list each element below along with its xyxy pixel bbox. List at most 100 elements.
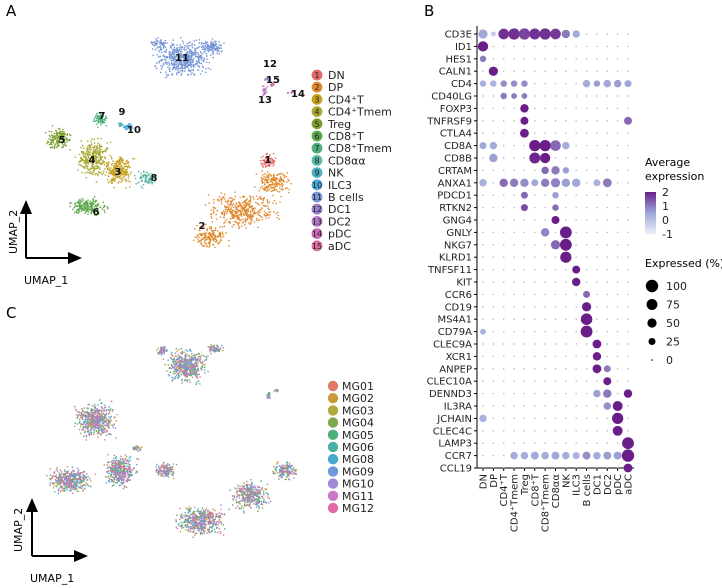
legend-c-label-MG05: MG05 <box>342 429 374 442</box>
panel-c-umap: UMAP_1 UMAP_2 MG01MG02MG03MG04MG05MG06MG… <box>12 344 374 585</box>
legend-a-swatch-6 <box>311 130 323 142</box>
panel-label-a: A <box>6 2 17 20</box>
dot-ANXA1-CD4⁺Tmem <box>509 178 519 188</box>
dot-CCL19-aDC <box>623 463 633 473</box>
dot-CCR7-CD8αα <box>551 451 560 460</box>
umap-a-ylabel: UMAP_2 <box>7 210 20 254</box>
legend-a-label-12: DC1 <box>328 203 351 216</box>
dotplot-cluster-label-13: pDC <box>613 474 624 495</box>
legend-a-number-14: 14 <box>312 230 322 239</box>
dotplot-gene-label-XCR1: XCR1 <box>446 352 472 363</box>
dot-CD8B-CD8⁺T <box>529 152 541 164</box>
legend-a-label-1: DN <box>328 69 345 82</box>
umap-a-blob-11-1 <box>200 38 225 56</box>
dot-CD3E-Treg <box>518 28 531 40</box>
dotplot-gene-label-KLRD1: KLRD1 <box>439 253 472 264</box>
legend-c-label-MG11: MG11 <box>342 490 374 503</box>
size-legend-label-1: 75 <box>666 299 680 312</box>
legend-a-label-7: CD8⁺Tmem <box>328 142 392 155</box>
legend-a-number-15: 15 <box>312 242 322 251</box>
dot-CLEC10A-DC2 <box>603 377 612 386</box>
dot-CD4-Treg <box>521 80 528 87</box>
dot-IL3RA-DC2 <box>603 402 612 410</box>
umap-a-label-15: 15 <box>266 75 280 86</box>
dot-CD4-aDC <box>624 80 632 88</box>
legend-c-swatch-MG05 <box>327 429 339 440</box>
dot-CD8A-CD8αα <box>550 140 561 151</box>
dotplot-gene-label-CD40LG: CD40LG <box>431 92 472 103</box>
umap-a-label-2: 2 <box>199 221 206 232</box>
umap-a-label-7: 7 <box>99 111 106 122</box>
dot-CCR7-NK <box>562 451 570 460</box>
umap-c-points-MG09 <box>55 344 297 534</box>
dot-CRTAM-CD8αα <box>551 166 560 175</box>
legend-c-swatch-MG02 <box>327 393 339 404</box>
legend-a-number-8: 8 <box>314 156 319 165</box>
dot-CCR7-DC1 <box>593 451 601 460</box>
dot-GNG4-CD8αα <box>551 216 560 224</box>
dot-CD4-pDC <box>613 79 622 88</box>
dot-ANXA1-CD8αα <box>550 178 561 188</box>
dot-CCR7-B cells <box>582 451 591 460</box>
legend-a-number-3: 3 <box>314 95 319 104</box>
dotplot-cluster-label-5: CD8⁺T <box>530 473 541 506</box>
dotplot-gene-label-CD4: CD4 <box>451 79 472 90</box>
legend-a-label-11: B cells <box>328 191 364 204</box>
panel-label-c: C <box>6 304 16 322</box>
dot-CD8A-CD8⁺Tmem <box>539 139 551 152</box>
dotplot-gene-label-TNFSF11: TNFSF11 <box>427 265 472 276</box>
dot-CD79A-DN <box>480 328 486 335</box>
umap-a-blob-2-4 <box>254 170 292 198</box>
dotplot-gene-label-CD3E: CD3E <box>445 30 472 41</box>
size-legend-label-4: 0 <box>666 354 673 367</box>
color-legend-title-2: expression <box>645 170 704 183</box>
dot-ANXA1-CD8⁺T <box>531 179 539 187</box>
dot-GNLY-CD8⁺Tmem <box>540 228 550 237</box>
dot-CD79A-B cells <box>580 325 593 338</box>
legend-c-label-MG03: MG03 <box>342 404 374 417</box>
umap-a-label-13: 13 <box>258 95 272 106</box>
legend-a-swatch-4 <box>311 106 323 117</box>
legend-c-swatch-MG04 <box>327 417 339 428</box>
dotplot-gene-label-IL3RA: IL3RA <box>444 402 472 413</box>
dotplot-cluster-label-10: B cells <box>582 474 593 506</box>
dot-ANXA1-DN <box>479 179 487 187</box>
dotplot-gene-label-GNLY: GNLY <box>446 228 472 239</box>
dot-HES1-DN <box>479 55 487 63</box>
color-legend-tick-2: 0 <box>662 214 669 227</box>
legend-c-label-MG10: MG10 <box>342 478 374 491</box>
dot-ANPEP-DC1 <box>592 364 602 374</box>
dot-CCR7-CD8⁺Tmem <box>541 451 549 460</box>
umap-a-label-3: 3 <box>115 167 122 178</box>
legend-c-swatch-MG09 <box>327 466 339 477</box>
umap-a-blob-4-8 <box>74 137 112 183</box>
umap-a-blob-12-15 <box>264 76 271 82</box>
size-legend-dot-1 <box>646 299 658 310</box>
dot-CCR7-CD8⁺T <box>530 451 539 460</box>
dotplot-gene-label-CALN1: CALN1 <box>439 67 472 78</box>
dot-CTLA4-Treg <box>520 128 529 138</box>
umap-a-blob-9-13 <box>118 122 124 127</box>
dot-MS4A1-B cells <box>580 313 593 325</box>
color-legend-title-1: Average <box>645 156 690 169</box>
dotplot-gene-label-CLEC10A: CLEC10A <box>427 377 473 388</box>
umap-a-blob-3-7 <box>104 154 136 189</box>
legend-a-label-4: CD4⁺Tmem <box>328 106 392 119</box>
umap-a-blob-10-14 <box>120 123 134 131</box>
size-legend-label-2: 50 <box>666 317 680 330</box>
dot-CD4-DN <box>479 80 487 87</box>
dotplot-cluster-label-11: DC1 <box>592 474 603 495</box>
umap-c-points-MG12 <box>49 346 291 536</box>
dot-XCR1-DC1 <box>592 352 602 361</box>
legend-a-swatch-12 <box>311 203 323 215</box>
umap-a-label-4: 4 <box>89 155 96 166</box>
dotplot-gene-label-CCR6: CCR6 <box>445 290 472 301</box>
legend-c-label-MG08: MG08 <box>342 453 374 466</box>
dot-CD40LG-Treg <box>521 93 528 99</box>
dot-DENND3-DC2 <box>603 389 612 398</box>
umap-a-xlabel: UMAP_1 <box>24 274 68 287</box>
dot-ANXA1-ILC3 <box>571 178 581 188</box>
dot-TNFSF11-ILC3 <box>572 265 581 274</box>
dot-CLEC9A-DC1 <box>592 339 602 349</box>
